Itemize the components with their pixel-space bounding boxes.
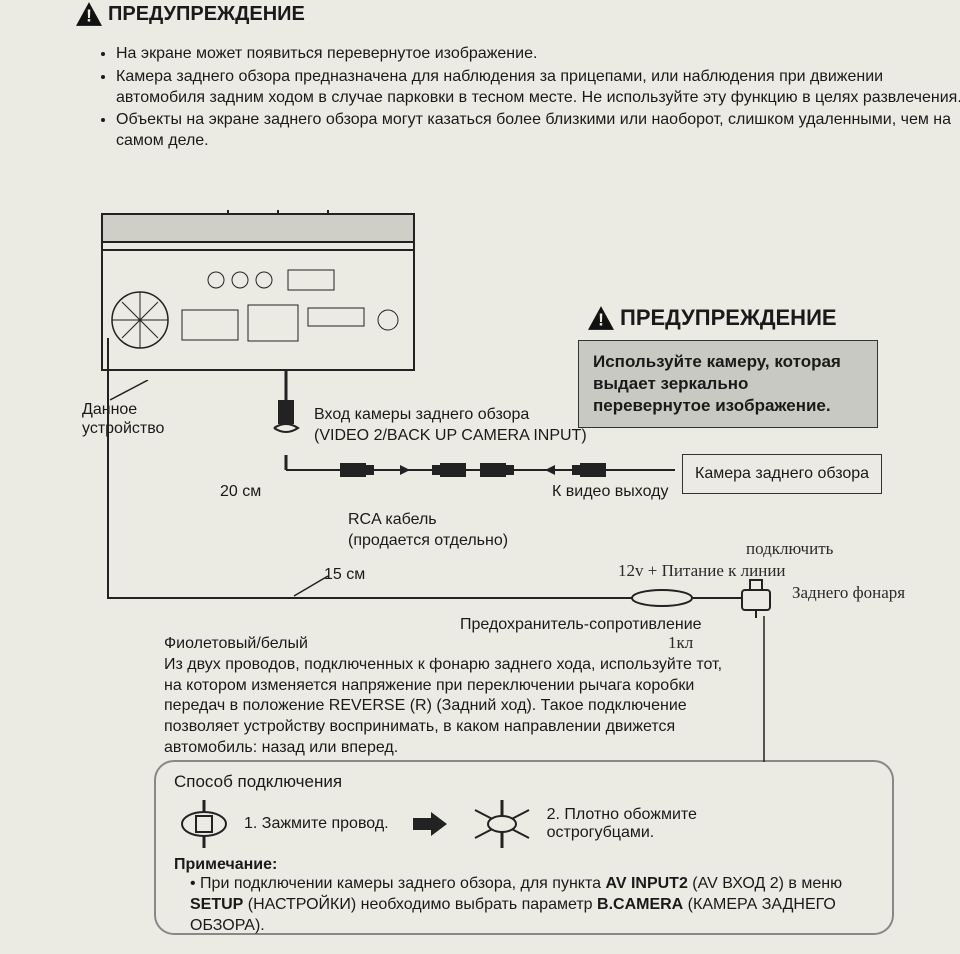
length-15cm: 15 см: [324, 566, 365, 584]
bullet-item: Камера заднего обзора предназначена для …: [116, 67, 960, 109]
warning1-title: ПРЕДУПРЕЖДЕНИЕ: [108, 3, 305, 26]
warning-icon: !: [588, 306, 614, 330]
svg-text:!: !: [86, 6, 92, 26]
method-note: • При подключении камеры заднего обзора,…: [174, 874, 874, 936]
note-b1: AV INPUT2: [605, 875, 687, 892]
warning2-header: ! ПРЕДУПРЕЖДЕНИЕ: [588, 305, 837, 331]
handwriting-3: Заднего фонаря: [792, 584, 905, 603]
handwriting-1: подключить: [746, 540, 833, 559]
note-p2: (AV ВХОД 2) в меню: [688, 875, 842, 892]
warning2-title: ПРЕДУПРЕЖДЕНИЕ: [620, 305, 837, 331]
method-step1: 1. Зажмите провод.: [244, 815, 389, 833]
arrow-right-icon: [413, 812, 447, 836]
method-steps-row: 1. Зажмите провод. 2. Плотно обожмите ос…: [174, 800, 874, 848]
violet-white-text: Из двух проводов, подключенных к фонарю …: [164, 655, 724, 759]
fuse-label: Предохранитель-сопротивление: [460, 616, 702, 634]
method-title: Способ подключения: [174, 772, 874, 792]
manual-page: ! ПРЕДУПРЕЖДЕНИЕ На экране может появить…: [0, 0, 960, 954]
method-box: Способ подключения 1. Зажмите провод. 2.…: [154, 760, 894, 935]
warning1-header: ! ПРЕДУПРЕЖДЕНИЕ: [76, 2, 305, 26]
method-step2: 2. Плотно обожмите острогубцами.: [547, 806, 727, 842]
leader-to-method: [748, 616, 788, 766]
warning-icon: !: [76, 2, 102, 26]
violet-white-title: Фиолетовый/белый: [164, 634, 724, 655]
bullet-item: На экране может появиться перевернутое и…: [116, 44, 960, 65]
violet-white-block: Фиолетовый/белый Из двух проводов, подкл…: [164, 634, 724, 759]
method-note-title: Примечание:: [174, 856, 874, 874]
note-b2: SETUP: [190, 896, 243, 913]
note-p1: При подключении камеры заднего обзора, д…: [200, 875, 605, 892]
note-p3: (НАСТРОЙКИ) необходимо выбрать параметр: [243, 896, 597, 913]
svg-text:!: !: [598, 310, 604, 330]
bullet-item: Объекты на экране заднего обзора могут к…: [116, 110, 960, 152]
note-b3: B.CAMERA: [597, 896, 683, 913]
warning1-bullets: На экране может появиться перевернутое и…: [76, 44, 960, 154]
pliers-icon: [467, 800, 537, 848]
wire-tap-icon: [174, 800, 234, 848]
handwriting-2: 12v + Питание к линии: [618, 562, 786, 581]
